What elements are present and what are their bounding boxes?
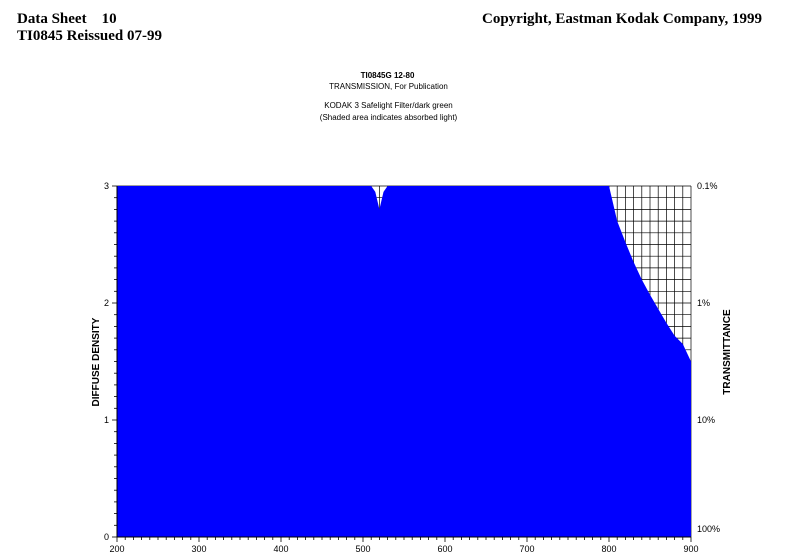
y-tick-label: 0 — [104, 532, 109, 542]
y-tick-label: 2 — [104, 298, 109, 308]
y-axis-title: DIFFUSE DENSITY — [91, 317, 102, 406]
y-tick-label: 1 — [104, 415, 109, 425]
x-tick-label: 200 — [109, 544, 124, 554]
x-tick-label: 400 — [273, 544, 288, 554]
filter-name: KODAK 3 Safelight Filter/dark green — [324, 101, 453, 110]
y2-tick-label: 0.1% — [697, 181, 718, 191]
y-tick-label: 3 — [104, 181, 109, 191]
x-tick-label: 800 — [601, 544, 616, 554]
copyright-label: Copyright, Eastman Kodak Company, 1999 — [482, 11, 763, 27]
chart-code-title: TI0845G 12-80 — [360, 71, 415, 80]
x-tick-label: 600 — [437, 544, 452, 554]
x-tick-label: 300 — [191, 544, 206, 554]
y2-tick-label: 100% — [697, 524, 720, 534]
chart-subtitle: TRANSMISSION, For Publication — [329, 82, 448, 91]
reissue-label: TI0845 Reissued 07-99 — [17, 28, 163, 44]
y2-axis-title: TRANSMITTANCE — [722, 309, 733, 395]
shade-note: (Shaded area indicates absorbed light) — [319, 113, 458, 122]
tick-labels: 200 300 400 500 600 700 800 900 0 1 2 3 0.1% 1% 10% 100… — [104, 181, 720, 554]
y2-tick-label: 10% — [697, 415, 715, 425]
x-tick-label: 500 — [355, 544, 370, 554]
data-sheet-label: Data Sheet 10 — [17, 11, 117, 27]
x-tick-label: 700 — [519, 544, 534, 554]
absorption-area — [117, 186, 691, 537]
absorption-area-path — [117, 186, 691, 537]
axes — [112, 185, 692, 542]
x-tick-label: 900 — [683, 544, 698, 554]
y2-tick-label: 1% — [697, 298, 710, 308]
